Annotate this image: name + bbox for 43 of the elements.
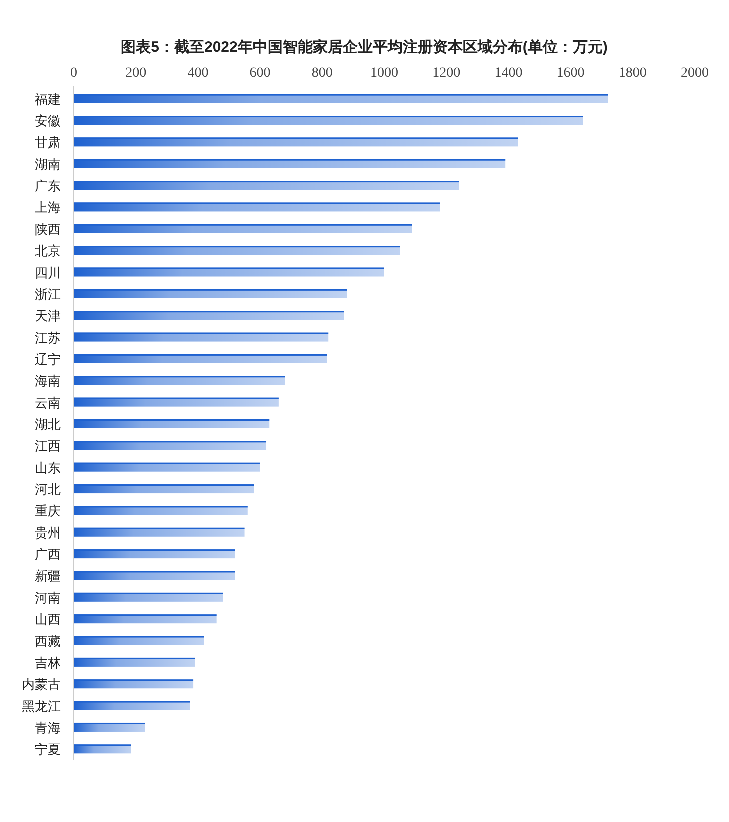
y-tick-label: 重庆 (35, 504, 61, 520)
x-tick-label: 0 (70, 66, 78, 81)
y-tick-label: 云南 (35, 396, 61, 412)
x-tick-label: 800 (312, 66, 333, 81)
x-tick-label: 1600 (556, 66, 585, 81)
chart-title: 图表5：截至2022年中国智能家居企业平均注册资本区域分布(单位：万元) (121, 38, 608, 56)
y-tick-label: 四川 (35, 266, 61, 282)
x-tick-label: 2000 (681, 66, 709, 81)
y-tick-label: 湖北 (35, 418, 61, 433)
y-tick-label: 甘肃 (35, 136, 61, 152)
y-tick-label: 内蒙古 (22, 678, 61, 694)
x-tick-label: 200 (126, 66, 147, 81)
x-tick-label: 400 (188, 66, 209, 81)
y-tick-label: 广东 (35, 180, 61, 195)
y-tick-label: 河南 (35, 591, 61, 606)
x-tick-label: 1800 (618, 66, 647, 81)
y-tick-label: 陕西 (35, 222, 61, 238)
y-tick-label: 西藏 (35, 634, 61, 650)
y-tick-label: 广西 (35, 548, 61, 564)
y-tick-label: 上海 (35, 201, 61, 216)
x-tick-label: 1200 (432, 66, 461, 81)
y-tick-label: 贵州 (35, 526, 61, 542)
y-tick-label: 湖南 (35, 158, 61, 173)
y-tick-label: 青海 (35, 721, 61, 736)
y-tick-label: 吉林 (35, 656, 61, 672)
x-tick-label: 1400 (494, 66, 523, 81)
y-tick-label: 安徽 (35, 114, 61, 130)
y-tick-label: 山东 (35, 461, 61, 476)
y-tick-label: 天津 (35, 310, 61, 325)
y-tick-label: 江西 (35, 440, 61, 455)
y-tick-label: 海南 (35, 374, 61, 390)
x-tick-label: 1000 (370, 66, 398, 81)
y-tick-label: 新疆 (35, 570, 61, 585)
y-tick-label: 山西 (35, 613, 61, 628)
y-tick-label: 宁夏 (35, 742, 61, 758)
x-tick-label: 600 (250, 66, 271, 81)
y-tick-label: 北京 (35, 244, 61, 260)
y-tick-label: 浙江 (35, 288, 61, 303)
y-tick-label: 福建 (35, 92, 61, 108)
y-tick-label: 河北 (35, 483, 61, 498)
y-tick-label: 江苏 (35, 331, 61, 346)
y-tick-label: 辽宁 (35, 352, 61, 368)
y-tick-label: 黑龙江 (22, 700, 61, 715)
